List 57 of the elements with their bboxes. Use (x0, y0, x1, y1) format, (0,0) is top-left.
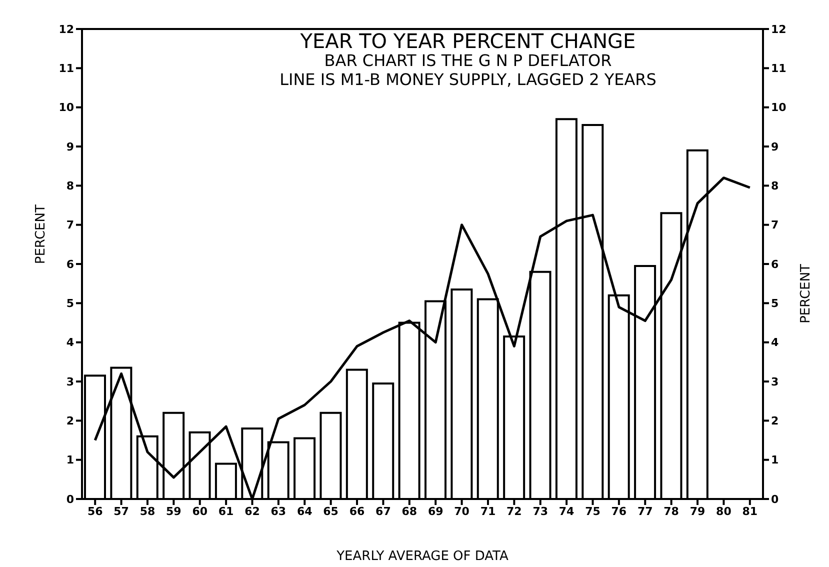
x-tick-label: 66 (349, 504, 366, 518)
x-tick-label: 69 (428, 504, 444, 518)
y2-tick-label: 8 (771, 180, 779, 193)
x-tick-label: 76 (611, 504, 627, 518)
y-tick-label: 5 (66, 297, 74, 310)
y2-tick-label: 11 (771, 62, 786, 76)
x-axis-title: YEARLY AVERAGE OF DATA (336, 549, 510, 564)
x-tick-label: 67 (376, 504, 391, 518)
y-tick-label: 3 (66, 375, 74, 388)
x-tick-label: 74 (558, 504, 575, 518)
x-tick-label: 79 (690, 504, 706, 518)
x-tick-label: 71 (480, 504, 496, 518)
y2-tick-label: 5 (771, 297, 779, 310)
y-tick-label: 2 (66, 414, 74, 428)
x-tick-label: 68 (402, 504, 418, 518)
chart-title: YEAR TO YEAR PERCENT CHANGE (299, 29, 637, 53)
text: BAR CHART IS THE G N P DEFLATOR LINE IS M1-B MONEY SUPPLY, LAGGED 2 YEARS (278, 51, 658, 89)
y2-tick-label: 4 (771, 336, 779, 350)
y2-tick-label: 12 (771, 22, 786, 36)
x-tick-label: 78 (664, 504, 679, 518)
y-tick-label: 4 (66, 336, 74, 350)
x-tick-label: 65 (323, 504, 338, 518)
x-tick-label: 81 (742, 504, 758, 518)
x-tick-label: 60 (192, 504, 208, 518)
x-tick-label: 61 (218, 504, 234, 518)
y2-tick-label: 7 (771, 218, 779, 232)
y2-tick-label: 1 (771, 454, 779, 467)
x-tick-label: 77 (637, 504, 653, 518)
y-tick-label: 0 (66, 492, 74, 506)
y2-axis-title: PERCENT (798, 264, 814, 324)
y-axis-title: PERCENT (34, 204, 49, 264)
y2-tick-label: 3 (771, 375, 779, 388)
x-tick-label: 57 (114, 504, 129, 518)
y2-tick-label: 6 (771, 258, 779, 271)
y2-tick-label: 10 (771, 101, 787, 114)
y-tick-label: 7 (66, 218, 74, 232)
x-tick-label: 73 (532, 504, 548, 518)
x-tick-label: 59 (166, 504, 182, 518)
x-tick-label: 63 (270, 504, 286, 518)
x-tick-label: 80 (716, 504, 732, 518)
x-tick-label: 58 (140, 504, 156, 518)
y2-tick-label: 2 (771, 414, 779, 428)
y2-tick-label: 9 (771, 140, 779, 154)
y-tick-label: 12 (58, 22, 74, 36)
y2-tick-label: 0 (771, 492, 779, 506)
y-tick-label: 6 (66, 258, 74, 271)
x-tick-label: 62 (244, 504, 260, 518)
y-tick-label: 8 (66, 180, 74, 193)
y-tick-label: 11 (58, 62, 74, 76)
x-tick-label: 75 (585, 504, 600, 518)
y-tick-label: 9 (66, 140, 74, 154)
x-tick-label: 70 (454, 504, 470, 518)
y-tick-label: 1 (66, 454, 74, 467)
x-tick-label: 72 (506, 504, 522, 518)
x-tick-label: 64 (296, 504, 313, 518)
x-tick-label: 56 (87, 504, 104, 518)
y-tick-label: 10 (58, 101, 74, 114)
